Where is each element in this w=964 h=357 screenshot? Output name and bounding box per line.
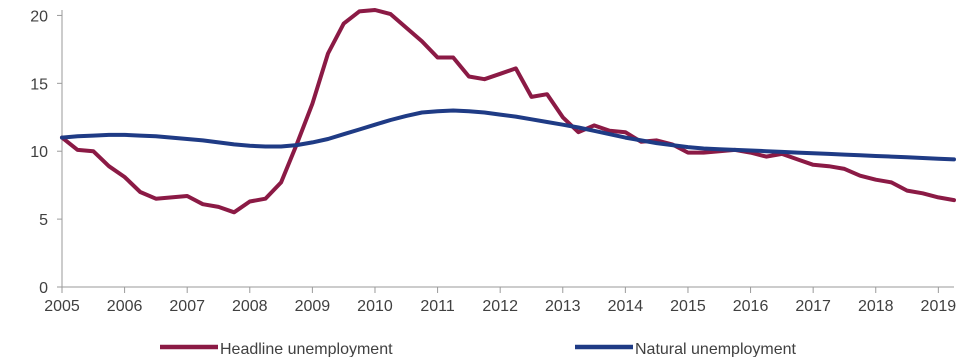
x-tick-label: 2011 <box>420 298 455 315</box>
x-tick-label: 2019 <box>921 298 957 315</box>
legend: Headline unemployment Natural unemployme… <box>160 341 797 357</box>
legend-label-headline: Headline unemployment <box>220 341 393 357</box>
x-tick-label: 2016 <box>733 298 769 315</box>
x-tick-label: 2005 <box>44 298 80 315</box>
y-tick-label: 5 <box>39 212 48 229</box>
y-tick-label: 0 <box>39 280 48 297</box>
x-tick-label: 2009 <box>295 298 331 315</box>
legend-label-natural: Natural unemployment <box>635 341 797 357</box>
y-tick-label: 15 <box>30 76 48 93</box>
x-tick-label: 2008 <box>232 298 268 315</box>
y-tick-label: 10 <box>30 144 48 161</box>
series-line-natural-unemployment <box>60 108 956 162</box>
x-tick-label: 2017 <box>795 298 831 315</box>
x-tick-label: 2015 <box>670 298 706 315</box>
x-tick-label: 2018 <box>858 298 894 315</box>
series-layer <box>60 8 956 215</box>
series-line-headline-unemployment <box>60 8 956 215</box>
x-tick-label: 2014 <box>608 298 644 315</box>
y-tick-label: 20 <box>30 8 48 25</box>
x-tick-label: 2007 <box>169 298 205 315</box>
x-tick-label: 2012 <box>482 298 518 315</box>
x-tick-label: 2013 <box>545 298 581 315</box>
axes: 0 5 10 15 20 2005 2006 2007 2008 2009 2010 2011 2012… <box>30 8 956 315</box>
x-tick-label: 2006 <box>107 298 143 315</box>
x-tick-label: 2010 <box>357 298 393 315</box>
